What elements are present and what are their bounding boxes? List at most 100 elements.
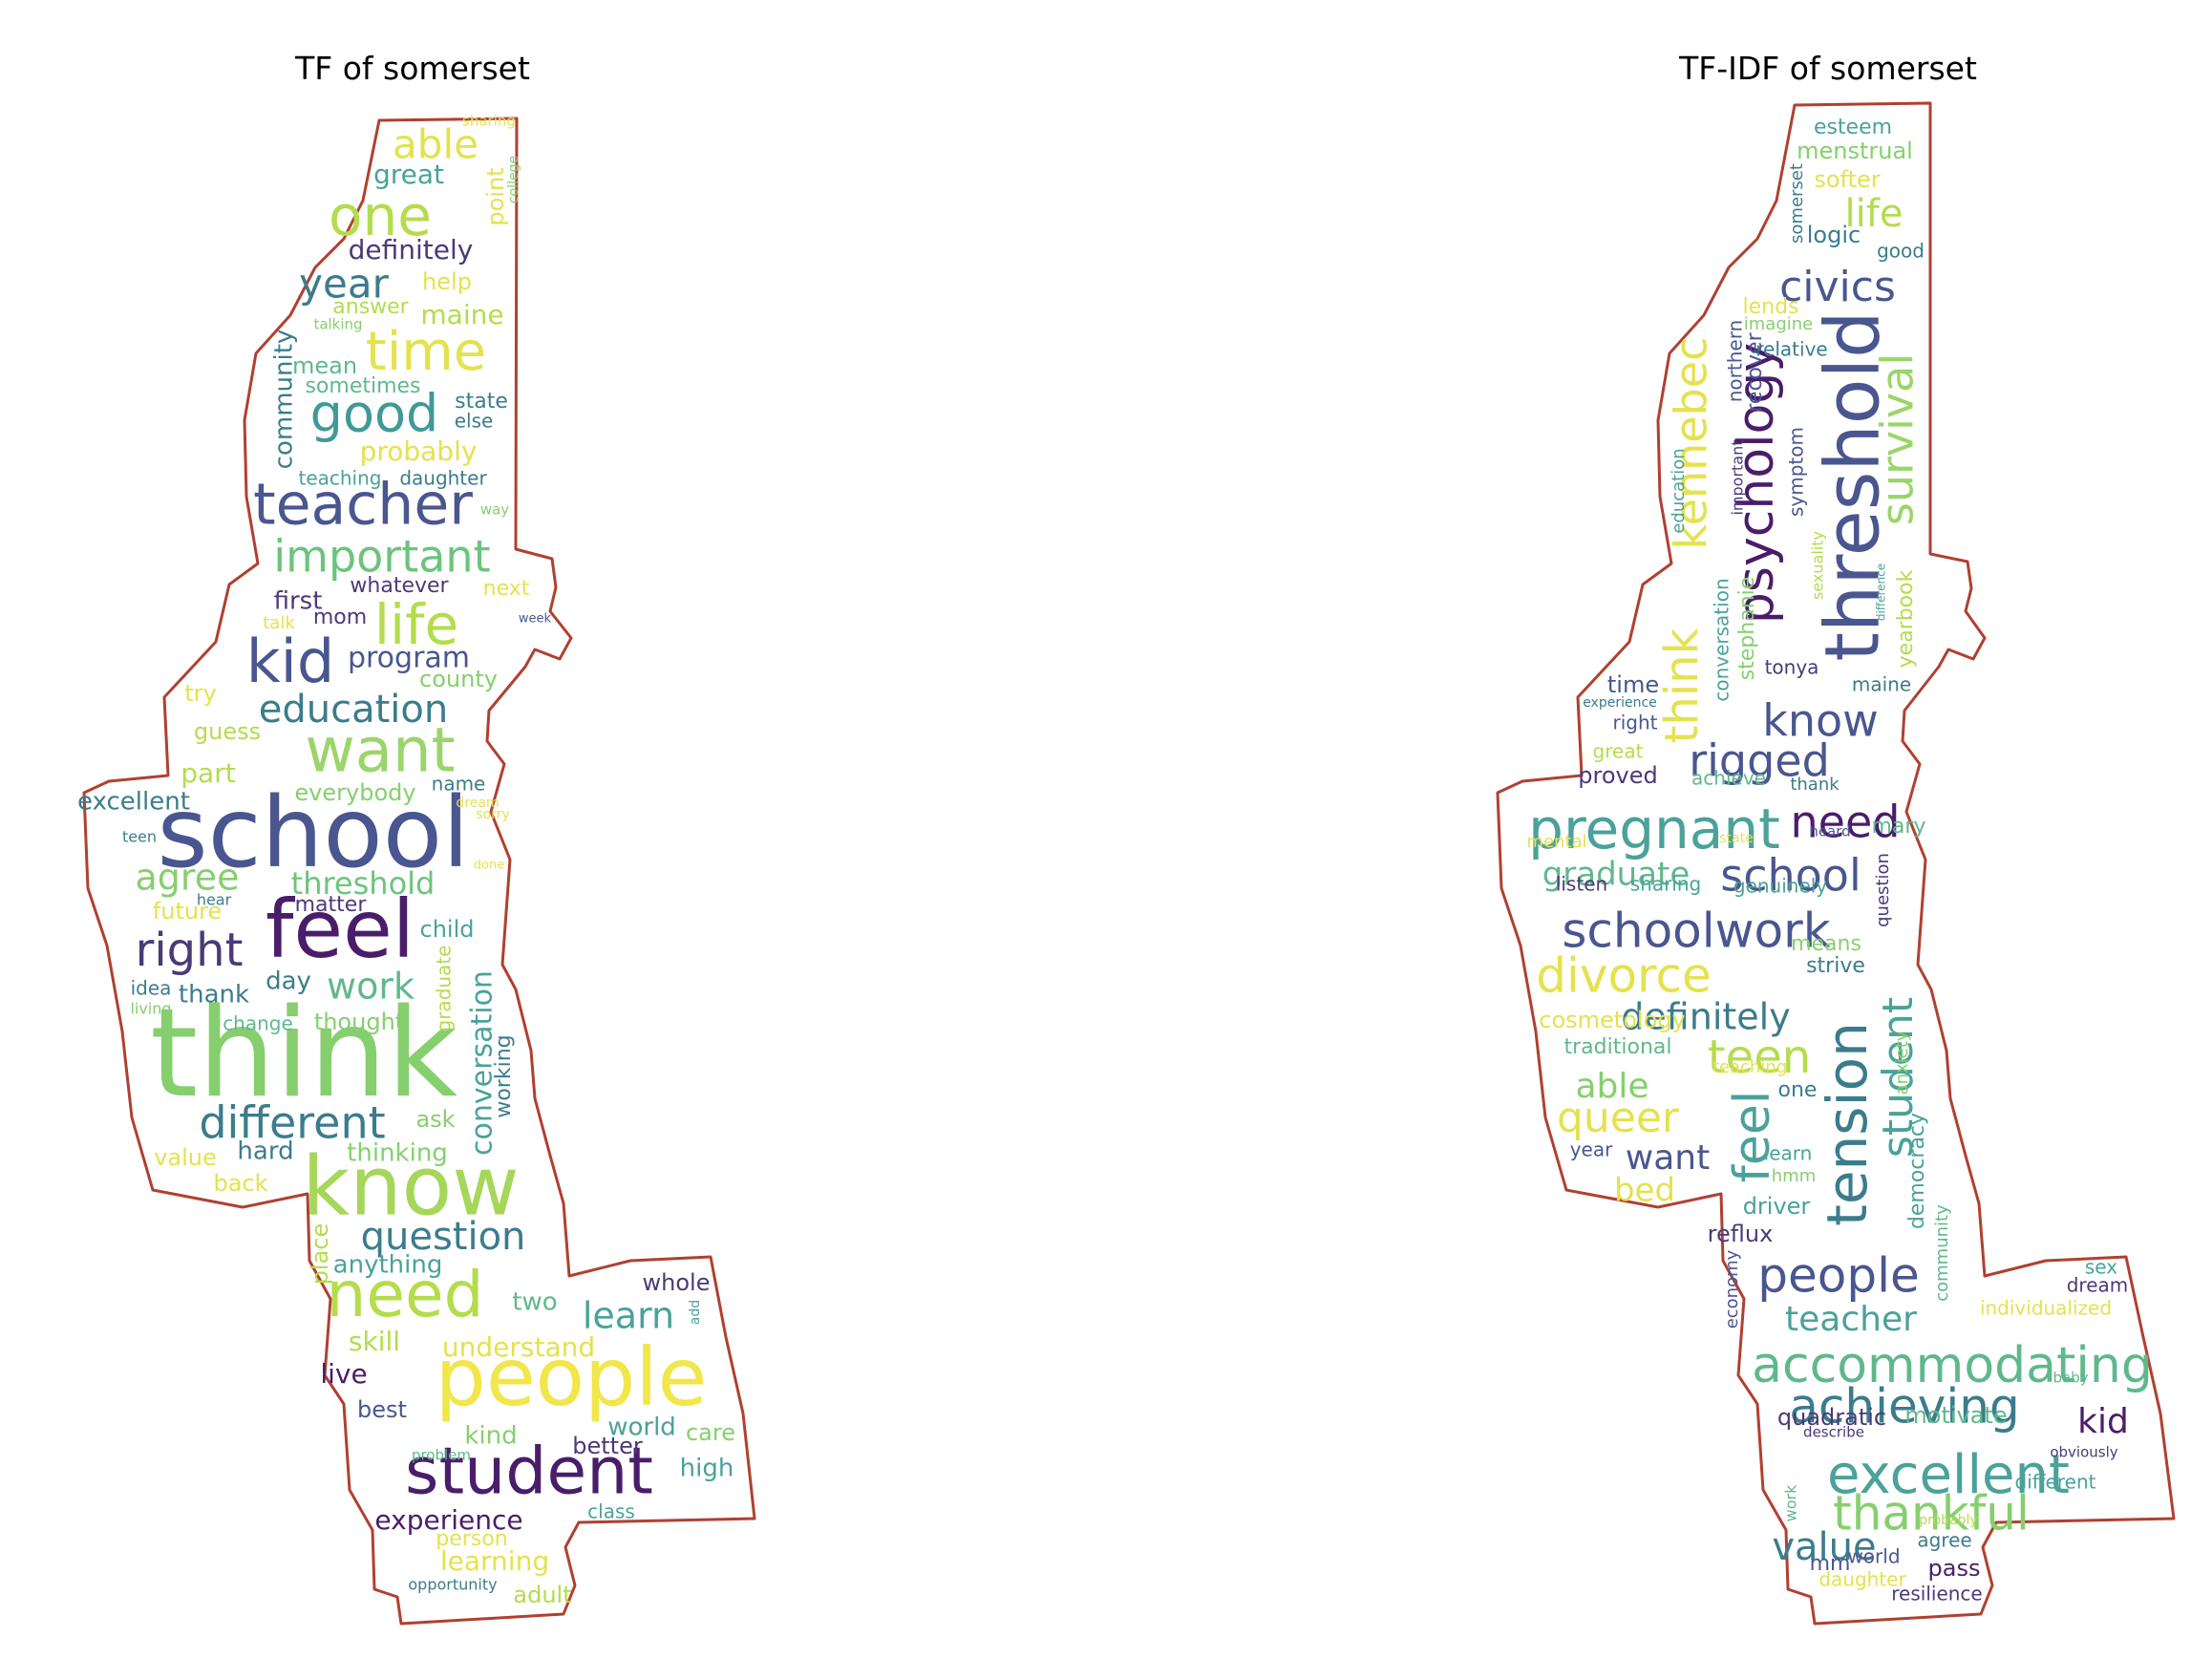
word-day: day xyxy=(266,967,311,996)
word-sometimes: sometimes xyxy=(305,374,420,398)
word-daughter: daughter xyxy=(399,467,487,490)
word-driver: driver xyxy=(1743,1193,1811,1220)
word-right: right xyxy=(1613,712,1658,734)
word-divorce: divorce xyxy=(1536,948,1712,1004)
word-know: know xyxy=(302,1138,519,1234)
word-individualized: individualized xyxy=(1980,1297,2112,1320)
word-economy: economy xyxy=(1722,1249,1742,1329)
word-mary: mary xyxy=(1872,815,1926,839)
word-logic: logic xyxy=(1807,222,1861,248)
word-important: important xyxy=(1729,439,1747,515)
word-better: better xyxy=(572,1433,643,1459)
word-county: county xyxy=(419,666,498,692)
word-great: great xyxy=(1593,740,1644,763)
word-maine: maine xyxy=(420,299,503,330)
word-somerset: somerset xyxy=(1787,163,1807,244)
word-feel: feel xyxy=(266,882,415,976)
word-two: two xyxy=(512,1288,557,1317)
word-conversation: conversation xyxy=(466,970,500,1156)
word-menstrual: menstrual xyxy=(1797,138,1913,164)
word-kid: kid xyxy=(2077,1402,2129,1441)
word-psychology: psychology xyxy=(1728,343,1785,624)
word-teaching: teaching xyxy=(298,467,381,490)
word-understand: understand xyxy=(442,1331,595,1363)
word-hmm: hmm xyxy=(1772,1166,1816,1186)
word-year: year xyxy=(1570,1138,1613,1161)
word-mean: mean xyxy=(292,352,357,379)
word-daughter: daughter xyxy=(1819,1568,1906,1591)
word-value: value xyxy=(154,1144,217,1171)
word-recover: recover xyxy=(1743,331,1767,412)
word-think: think xyxy=(150,983,457,1125)
word-working: working xyxy=(492,1034,516,1117)
word-student: student xyxy=(1874,997,1923,1158)
word-tension: tension xyxy=(1815,1022,1880,1226)
word-democracy: democracy xyxy=(1905,1113,1929,1229)
word-world: world xyxy=(1847,1545,1900,1568)
word-difference: difference xyxy=(1875,563,1888,621)
word-thank: thank xyxy=(1790,775,1840,795)
word-life: life xyxy=(1845,192,1904,236)
word-sorry: sorry xyxy=(476,807,509,822)
word-college: college xyxy=(506,156,521,203)
word-state: state xyxy=(455,390,508,414)
word-add: add xyxy=(688,1300,703,1325)
word-cosmetology: cosmetology xyxy=(1539,1007,1685,1033)
word-think: think xyxy=(1655,627,1709,743)
word-heard: heard xyxy=(1809,823,1850,840)
word-northern: northern xyxy=(1724,320,1747,403)
word-describe: describe xyxy=(1803,1424,1864,1441)
word-learning: learning xyxy=(440,1545,549,1577)
word-symptom: symptom xyxy=(1785,427,1808,517)
word-learn: learn xyxy=(1764,1142,1813,1165)
word-different: different xyxy=(2015,1471,2096,1494)
word-sexuality: sexuality xyxy=(1809,531,1827,600)
word-way: way xyxy=(480,501,509,519)
word-teen: teen xyxy=(1708,1031,1811,1084)
word-achieving: achieving xyxy=(1789,1379,2019,1435)
word-student: student xyxy=(405,1435,653,1510)
word-back: back xyxy=(213,1170,267,1197)
word-right: right xyxy=(136,924,244,977)
word-kennebec: kennebec xyxy=(1666,337,1717,550)
word-stephanie: stephanie xyxy=(1735,577,1759,681)
word-future: future xyxy=(153,898,222,925)
word-important: important xyxy=(273,531,490,583)
word-people: people xyxy=(1757,1248,1919,1304)
word-tonya: tonya xyxy=(1765,656,1819,679)
word-week: week xyxy=(519,612,552,627)
word-experience: experience xyxy=(374,1504,522,1536)
word-bed: bed xyxy=(1614,1172,1675,1210)
word-change: change xyxy=(223,1012,293,1035)
word-else: else xyxy=(455,410,494,433)
word-able: able xyxy=(1575,1067,1648,1106)
word-name: name xyxy=(432,773,486,796)
word-achieve: achieve xyxy=(1691,767,1766,790)
word-everybody: everybody xyxy=(294,779,415,806)
word-work: work xyxy=(1782,1484,1800,1521)
word-done: done xyxy=(474,859,504,873)
word-pregnant: pregnant xyxy=(1528,797,1780,861)
word-hard: hard xyxy=(237,1137,293,1166)
word-try: try xyxy=(184,680,216,707)
word-guess: guess xyxy=(194,718,261,745)
word-good: good xyxy=(1877,240,1925,263)
word-quadratic: quadratic xyxy=(1777,1404,1886,1431)
word-threshold: threshold xyxy=(1810,310,1896,661)
word-education: education xyxy=(259,688,448,732)
word-dream: dream xyxy=(456,796,499,811)
word-world: world xyxy=(607,1414,676,1442)
word-teacher: teacher xyxy=(253,472,473,539)
word-conversation: conversation xyxy=(1711,578,1733,701)
word-kind: kind xyxy=(464,1422,517,1451)
word-talking: talking xyxy=(313,316,362,333)
word-probably: probably xyxy=(360,436,478,467)
word-resilience: resilience xyxy=(1891,1583,1982,1605)
word-best: best xyxy=(357,1396,407,1423)
word-probably: probably xyxy=(1919,1513,1977,1528)
word-esteem: esteem xyxy=(1814,116,1892,139)
word-agree: agree xyxy=(136,857,240,899)
word-part: part xyxy=(181,757,235,789)
